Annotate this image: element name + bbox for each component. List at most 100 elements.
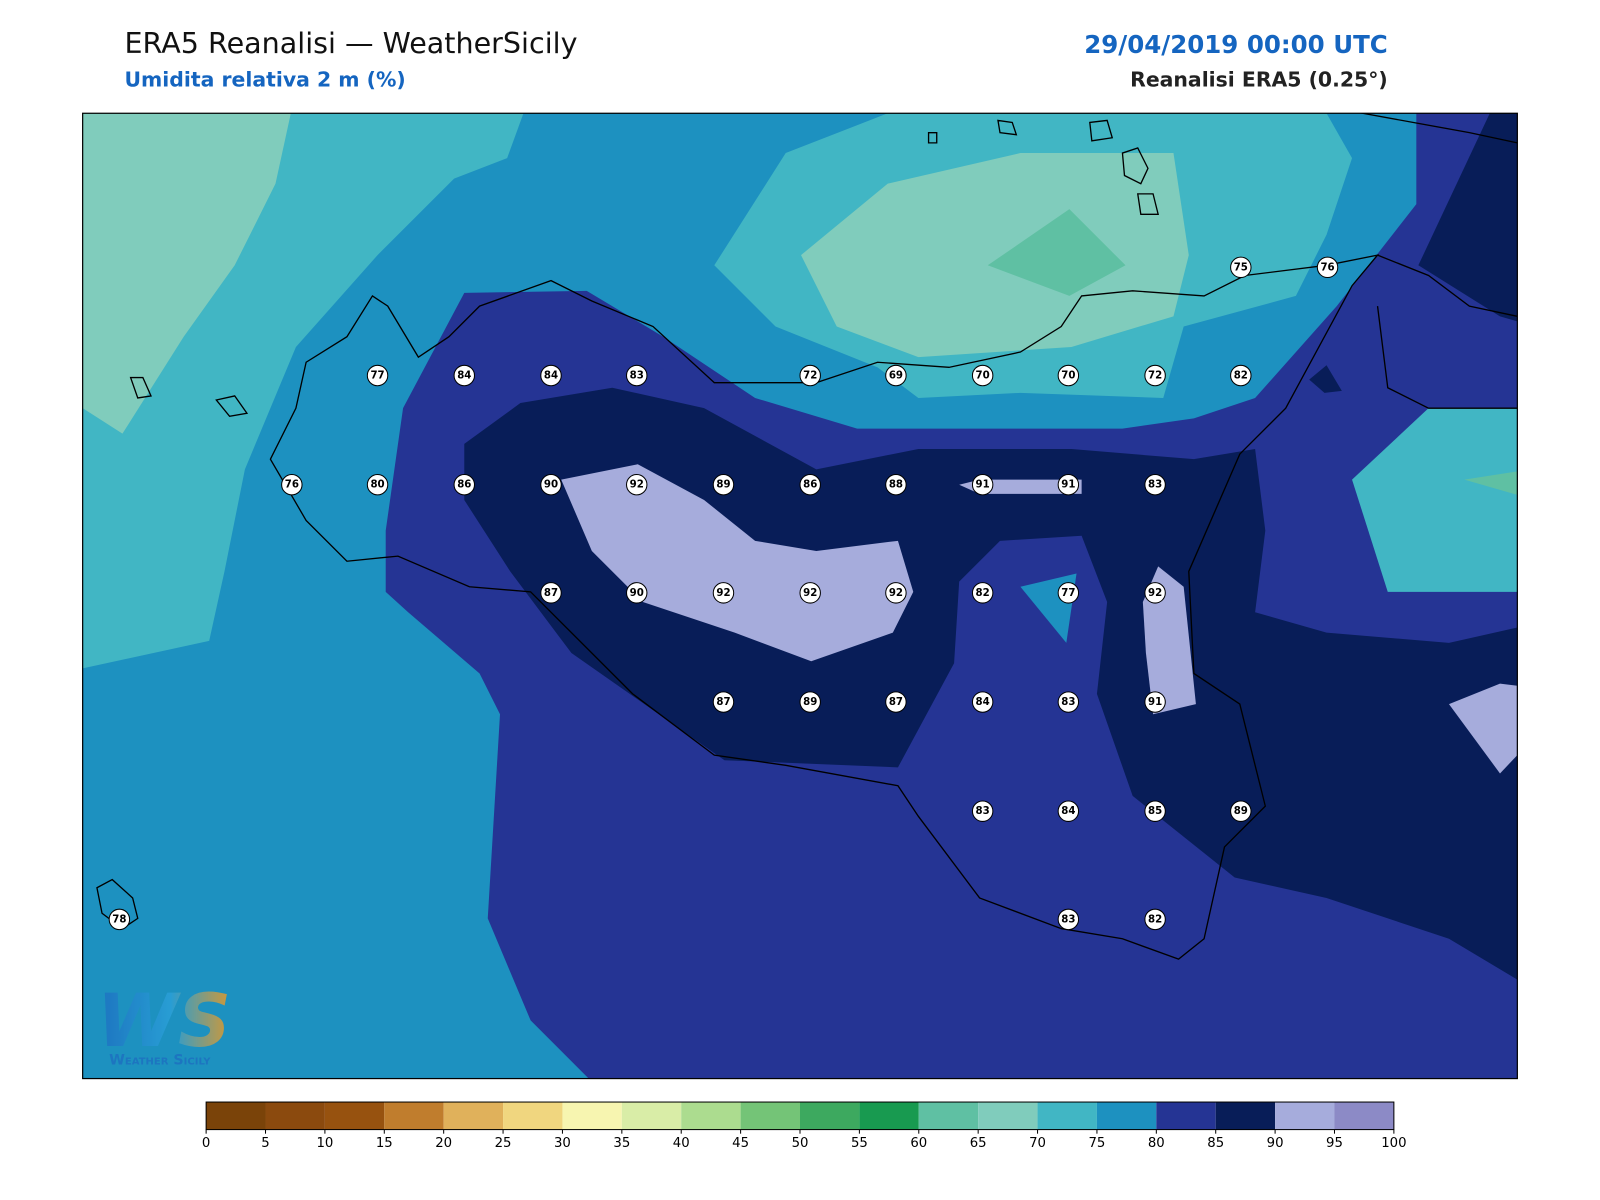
station-marker	[1144, 473, 1166, 496]
station: 92	[885, 582, 907, 604]
station-value: 76	[285, 480, 299, 491]
colorbar-segment	[206, 1102, 266, 1130]
station-marker	[885, 473, 907, 496]
station-value: 92	[889, 588, 903, 599]
station: 90	[540, 473, 562, 496]
station-value: 82	[976, 588, 990, 599]
station-value: 85	[1148, 806, 1162, 817]
station: 84	[453, 364, 475, 387]
map	[82, 113, 1518, 1079]
colorbar-segment	[562, 1102, 622, 1130]
station: 89	[1230, 800, 1252, 822]
colorbar-tick-label: 80	[1148, 1136, 1165, 1151]
station: 83	[626, 364, 648, 387]
station-value: 70	[1061, 371, 1075, 382]
station-marker	[712, 473, 735, 496]
station-value: 72	[1148, 371, 1162, 382]
colorbar-segment	[443, 1102, 504, 1130]
station-value: 91	[1061, 480, 1075, 491]
station-value: 76	[1320, 262, 1334, 273]
coastline	[269, 254, 1380, 960]
title: ERA5 Reanalisi — WeatherSicily	[124, 26, 577, 60]
logo-mark: WS	[97, 979, 231, 1064]
station: 90	[626, 582, 648, 604]
station: 89	[799, 691, 821, 713]
station-value: 84	[976, 697, 990, 708]
logo: WS Weather Sicily	[97, 979, 231, 1068]
station-marker	[712, 582, 735, 604]
station-marker	[885, 691, 907, 713]
station: 72	[799, 364, 821, 387]
station-value: 87	[544, 588, 558, 599]
station-value: 88	[889, 480, 903, 491]
station: 84	[1057, 800, 1080, 822]
station-value: 84	[544, 371, 558, 382]
station: 87	[885, 691, 907, 713]
station-marker	[1144, 908, 1166, 931]
station-marker	[366, 364, 389, 387]
station: 89	[712, 473, 735, 496]
contour	[1464, 471, 1518, 495]
colorbar: 0 5 10 15 20 25 30 35 40 45 50 55 60 65 70 75 80 85 90 95 10…	[202, 1101, 1407, 1151]
station-value: 70	[976, 371, 990, 382]
station-value: 89	[803, 697, 817, 708]
colorbar-segment	[800, 1102, 860, 1130]
contour	[1309, 365, 1342, 393]
station-marker	[1144, 364, 1166, 387]
station-value: 72	[803, 371, 817, 382]
station-value: 86	[803, 480, 817, 491]
colorbar-tick-label: 0	[202, 1136, 210, 1151]
station-value: 92	[630, 480, 644, 491]
map-frame	[82, 112, 1518, 1080]
colorbar-segment	[859, 1102, 919, 1130]
station-marker	[1230, 256, 1252, 279]
station-marker	[971, 364, 994, 387]
colorbar-tick-label: 20	[435, 1136, 452, 1151]
contour	[82, 113, 291, 434]
station-marker	[971, 800, 994, 822]
station-marker	[1057, 691, 1080, 713]
station: 91	[1144, 691, 1166, 713]
station: 83	[1057, 908, 1080, 931]
contour	[1418, 113, 1518, 322]
station-marker	[540, 364, 562, 387]
station: 84	[540, 364, 562, 387]
colorbar-segment	[384, 1102, 444, 1130]
station-marker	[1230, 800, 1252, 822]
station-value: 91	[1148, 697, 1162, 708]
colorbar-segment	[918, 1102, 979, 1130]
datetime: 29/04/2019 00:00 UTC	[1084, 30, 1388, 59]
station-marker	[366, 473, 389, 496]
colorbar-segment	[1275, 1102, 1335, 1130]
station-value: 83	[1061, 914, 1075, 925]
station: 92	[626, 473, 648, 496]
colorbar-tick-label: 60	[910, 1136, 927, 1151]
station-marker	[1057, 473, 1080, 496]
colorbar-segment	[1156, 1102, 1216, 1130]
station: 92	[799, 582, 821, 604]
station-marker	[1144, 582, 1166, 604]
station: 76	[281, 473, 303, 496]
colorbar-tick-label: 95	[1326, 1136, 1343, 1151]
station: 87	[540, 582, 562, 604]
station: 77	[1057, 582, 1080, 604]
station: 82	[971, 582, 994, 604]
colorbar-tick-label: 45	[732, 1136, 749, 1151]
station-marker	[1316, 256, 1339, 279]
colorbar-segment	[324, 1102, 385, 1130]
station-value: 69	[889, 371, 903, 382]
station: 70	[1057, 364, 1080, 387]
colorbar-tick-label: 70	[1029, 1136, 1046, 1151]
colorbar-tick-label: 5	[261, 1136, 269, 1151]
station-value: 78	[112, 914, 126, 925]
colorbar-segment	[978, 1102, 1038, 1130]
colorbar-segment	[1096, 1102, 1157, 1130]
station-value: 89	[716, 480, 730, 491]
colorbar-tick-label: 50	[792, 1136, 809, 1151]
station-value: 91	[976, 480, 990, 491]
contour	[1448, 683, 1518, 774]
logo-text: Weather Sicily	[109, 1052, 211, 1068]
station: 84	[971, 691, 994, 713]
station-marker	[540, 473, 562, 496]
